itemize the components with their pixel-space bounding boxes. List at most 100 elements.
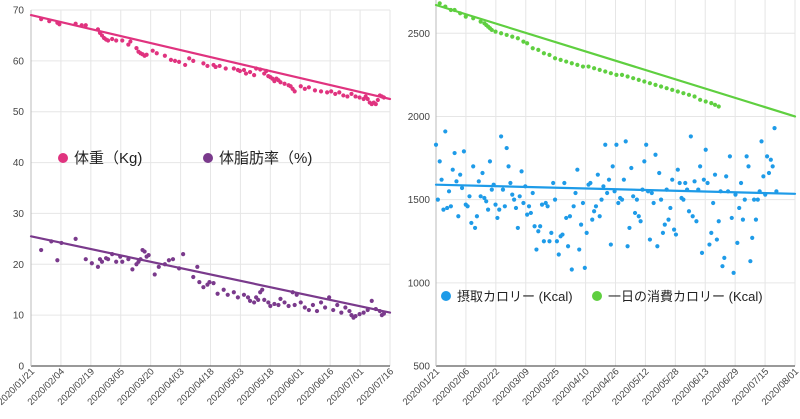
data-point [39,247,44,253]
data-point [526,204,532,209]
data-point [539,202,545,207]
data-point [519,169,524,174]
data-point [569,61,574,66]
data-point [746,164,751,169]
data-point [452,150,457,156]
series-1 [433,126,797,275]
data-point [487,159,493,164]
data-point [437,159,442,164]
data-point [608,242,613,247]
data-point [57,22,62,27]
data-point [443,129,448,134]
data-point [154,51,159,56]
data-point [662,222,667,227]
data-point [343,305,348,310]
data-point [437,1,442,6]
data-point [445,205,450,211]
data-point [474,214,480,219]
data-point [634,197,639,202]
data-point [631,76,636,81]
y-tick-label: 40 [13,158,25,169]
data-point [530,46,535,51]
data-point [241,292,247,297]
data-point [653,82,658,87]
y-tick-label: 70 [13,6,25,17]
data-point [753,217,759,222]
data-point [560,232,565,237]
data-point [260,287,265,292]
data-point [711,200,716,206]
data-point [644,142,649,147]
data-point [168,57,174,62]
data-point [191,58,196,63]
data-point [521,200,526,206]
data-point [547,52,552,58]
data-point [357,312,362,317]
data-point [740,217,746,222]
data-point [692,179,697,184]
data-point [339,310,344,315]
data-point [580,200,586,206]
data-point [162,53,167,58]
data-point [497,207,502,212]
data-point [126,42,131,47]
data-point [95,264,101,269]
data-point [554,239,560,244]
data-point [707,242,712,247]
data-point [480,170,485,176]
data-point [677,180,682,186]
data-point [530,190,535,196]
data-point [231,66,236,71]
data-point [369,298,374,304]
data-point [688,134,693,139]
data-point [472,225,478,231]
data-point [593,204,599,209]
data-point [712,102,718,107]
data-point [664,86,669,91]
data-point [603,142,608,147]
data-point [552,56,558,61]
data-point [217,63,222,69]
data-point [727,154,732,159]
data-point [448,204,453,209]
data-point [545,204,550,209]
data-point [489,187,494,192]
data-point [500,187,506,192]
data-point [495,215,500,221]
right-chart: 50010001500200025002020/01/212020/02/062… [401,0,800,408]
data-point [478,194,483,199]
data-point [556,252,561,257]
data-point [705,180,710,186]
data-point [647,237,653,242]
data-point [636,214,641,219]
data-point [569,267,574,272]
data-point [128,39,133,44]
data-point [575,167,580,172]
data-point [666,217,671,222]
data-point [156,264,161,269]
data-point [83,257,88,262]
legend-label: 体脂肪率（%) [219,150,312,167]
data-point [504,145,509,151]
data-point [536,229,541,234]
data-point [513,205,519,211]
data-point [528,210,533,216]
data-point [172,58,178,63]
data-point [231,290,236,295]
data-point [506,164,511,169]
data-point [658,84,664,89]
data-point [152,272,157,277]
data-point [595,172,600,177]
data-point [450,167,455,172]
data-point [729,215,734,221]
data-point [207,279,212,285]
data-point [99,259,105,264]
data-point [341,93,346,98]
data-point [83,23,88,28]
data-point [686,209,692,214]
data-point [588,180,593,186]
data-point [512,197,517,202]
data-point [247,298,253,304]
data-point [292,89,297,94]
data-point [504,32,509,38]
